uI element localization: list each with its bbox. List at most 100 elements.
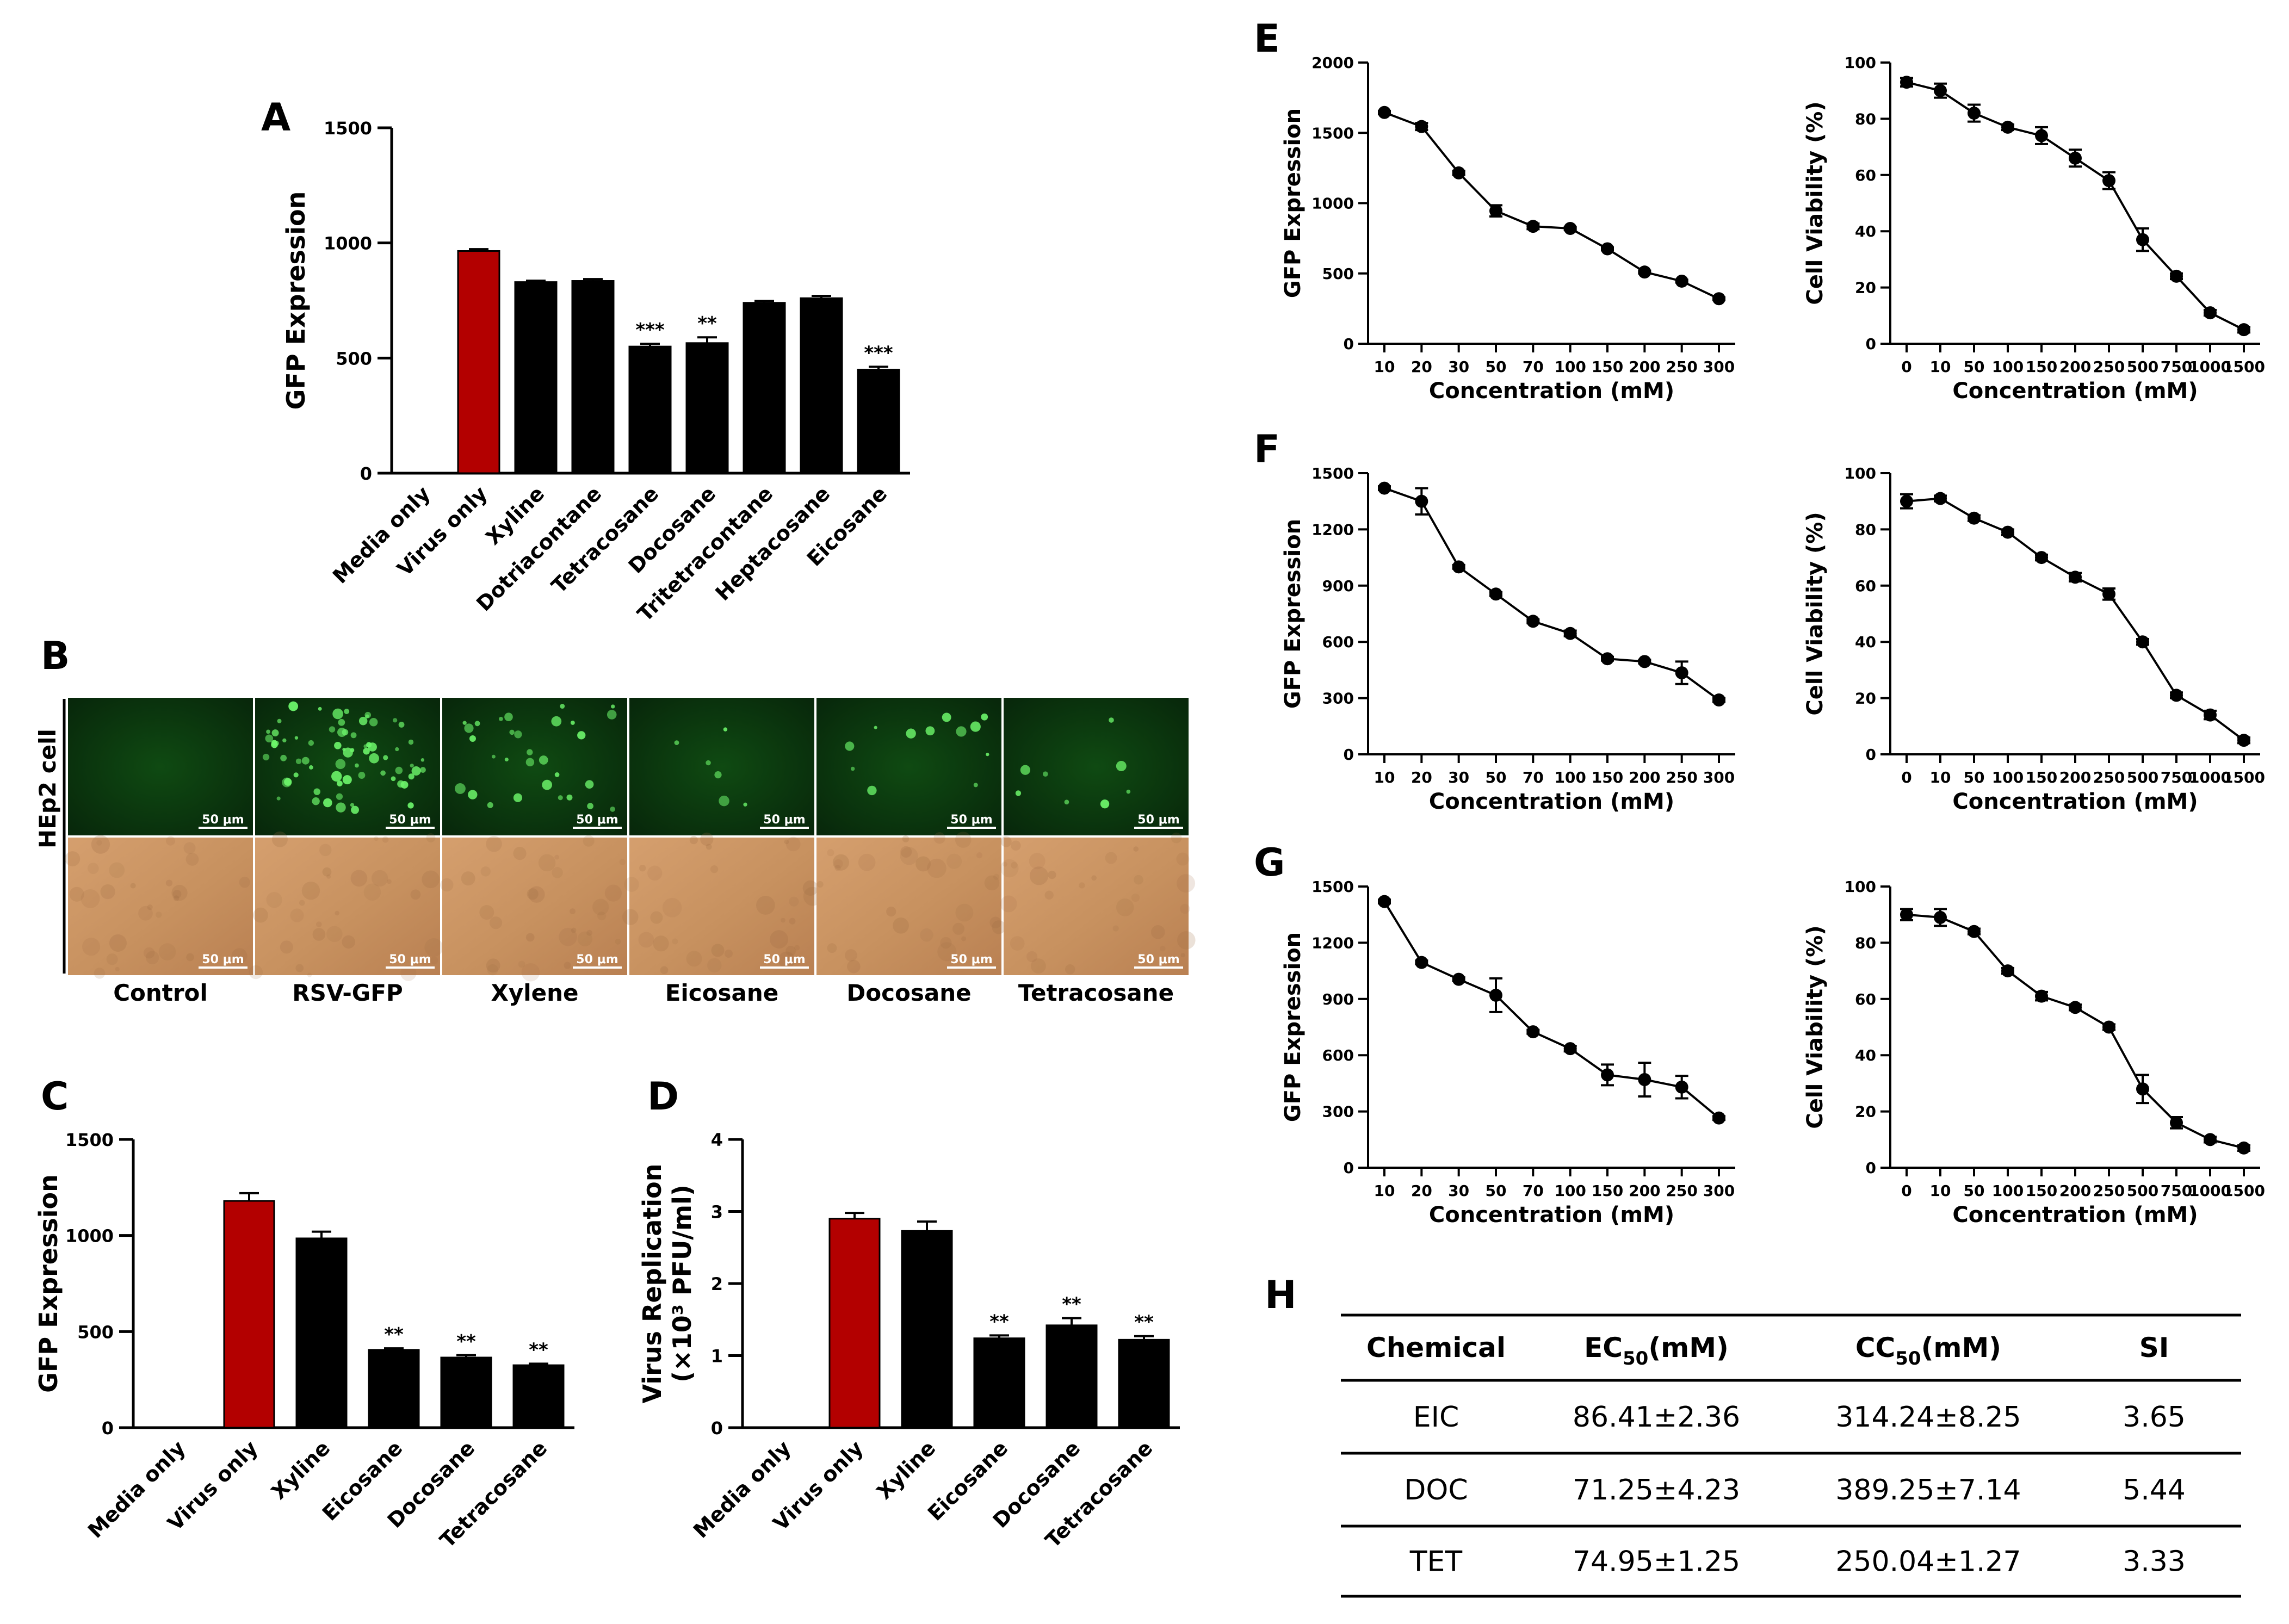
- panel-label: E: [1254, 16, 1280, 61]
- gfp-spot: [743, 802, 747, 807]
- gfp-spot: [499, 717, 503, 721]
- data-point: [1601, 242, 1614, 256]
- texture-spot: [316, 921, 322, 927]
- texture-spot: [886, 906, 896, 917]
- texture-spot: [893, 917, 909, 934]
- x-tick-label: 1500: [2223, 1182, 2265, 1200]
- data-point: [1638, 265, 1651, 279]
- gfp-spot: [1116, 760, 1127, 771]
- texture-spot: [660, 966, 669, 975]
- gfp-spot: [313, 788, 320, 795]
- scale-bar-label: 50 μm: [950, 813, 992, 827]
- scale-bar-label: 50 μm: [202, 953, 244, 966]
- y-tick-label: 40: [1855, 222, 1876, 240]
- brightfield-image: [629, 838, 814, 975]
- gfp-spot: [1015, 790, 1022, 796]
- header-main: EC: [1584, 1332, 1623, 1363]
- gfp-spot: [1126, 789, 1131, 794]
- x-tick-label: 50: [1486, 358, 1507, 376]
- texture-spot: [528, 886, 545, 903]
- texture-spot: [91, 835, 110, 854]
- significance-mark: **: [989, 1311, 1009, 1332]
- texture-spot: [1011, 861, 1018, 869]
- texture-spot: [301, 882, 320, 900]
- texture-spot: [1029, 866, 1049, 885]
- y-tick-label: 600: [1322, 633, 1354, 651]
- gfp-spot: [706, 760, 711, 766]
- x-tick-label: 0: [1901, 768, 1911, 786]
- gfp-spot: [301, 757, 310, 765]
- gfp-spot: [411, 766, 421, 776]
- column-label: Eicosane: [665, 980, 779, 1006]
- header-tail: (mM): [1921, 1332, 2002, 1363]
- data-point: [2035, 129, 2048, 142]
- x-tick-label: 1500: [2223, 358, 2265, 376]
- gfp-spot: [308, 740, 314, 746]
- gfp-spot: [284, 778, 292, 786]
- texture-spot: [239, 877, 250, 888]
- texture-spot: [156, 912, 162, 918]
- line-chart-G1: G 0 300 600 900 1200 1500 10 20 30 50 70 100 150 200 25…: [1254, 840, 1735, 1228]
- texture-spot: [586, 929, 593, 936]
- y-tick-label: 60: [1855, 166, 1876, 184]
- texture-spot: [100, 884, 115, 900]
- gfp-spot: [398, 722, 405, 728]
- gfp-spot: [455, 783, 466, 794]
- bar: [514, 281, 558, 474]
- texture-spot: [992, 920, 1006, 934]
- series-line: [1384, 487, 1720, 701]
- y-axis-label: GFP Expression: [1280, 932, 1306, 1122]
- fluorescence-image: [68, 698, 253, 835]
- texture-spot: [295, 964, 304, 972]
- gfp-spot: [867, 785, 877, 796]
- texture-spot: [138, 906, 153, 921]
- data-point: [2170, 689, 2183, 702]
- texture-spot: [1002, 861, 1007, 867]
- gfp-spot: [262, 753, 270, 761]
- significance-mark: **: [1062, 1294, 1081, 1316]
- data-point: [2069, 151, 2082, 165]
- gfp-spot: [925, 726, 935, 736]
- scale-bar-label: 50 μm: [950, 953, 992, 966]
- texture-spot: [915, 856, 931, 872]
- data-point: [2170, 269, 2183, 283]
- texture-spot: [592, 898, 609, 915]
- gfp-spot: [337, 780, 343, 786]
- gfp-spot: [577, 731, 586, 740]
- y-tick-label: 1500: [65, 1130, 114, 1150]
- gfp-spot: [970, 721, 981, 732]
- gfp-spot: [408, 773, 415, 780]
- y-tick-label: 0: [1344, 335, 1354, 353]
- texture-spot: [653, 935, 669, 952]
- x-tick-label: 10: [1930, 358, 1951, 376]
- gfp-spot: [337, 728, 347, 737]
- texture-spot: [597, 912, 607, 921]
- brightfield-image: [255, 838, 440, 975]
- gfp-spot: [504, 757, 509, 762]
- table-header: Chemical: [1366, 1332, 1506, 1363]
- y-tick-label: 60: [1855, 577, 1876, 595]
- table-cell: 3.65: [2123, 1401, 2186, 1434]
- y-tick-label: 2000: [1311, 54, 1354, 72]
- y-tick-label: 3: [711, 1202, 723, 1223]
- y-tick-label: 80: [1855, 110, 1876, 128]
- gfp-spot: [942, 712, 951, 722]
- data-point: [1563, 222, 1577, 235]
- data-point: [1934, 492, 1947, 505]
- fluorescence-image: [816, 698, 1001, 835]
- category-label: Media only: [328, 481, 435, 588]
- texture-spot: [1065, 964, 1075, 975]
- texture-spot: [430, 956, 438, 965]
- x-axis-label: Concentration (mM): [1429, 379, 1674, 404]
- texture-spot: [638, 932, 654, 948]
- texture-spot: [1105, 852, 1117, 864]
- texture-spot: [711, 944, 725, 957]
- data-point: [2136, 1082, 2149, 1096]
- y-tick-label: 300: [1322, 1103, 1354, 1121]
- table-cell: TET: [1409, 1546, 1463, 1578]
- table-cell: 389.25±7.14: [1835, 1474, 2021, 1507]
- gfp-spot: [369, 753, 379, 764]
- texture-spot: [770, 930, 788, 949]
